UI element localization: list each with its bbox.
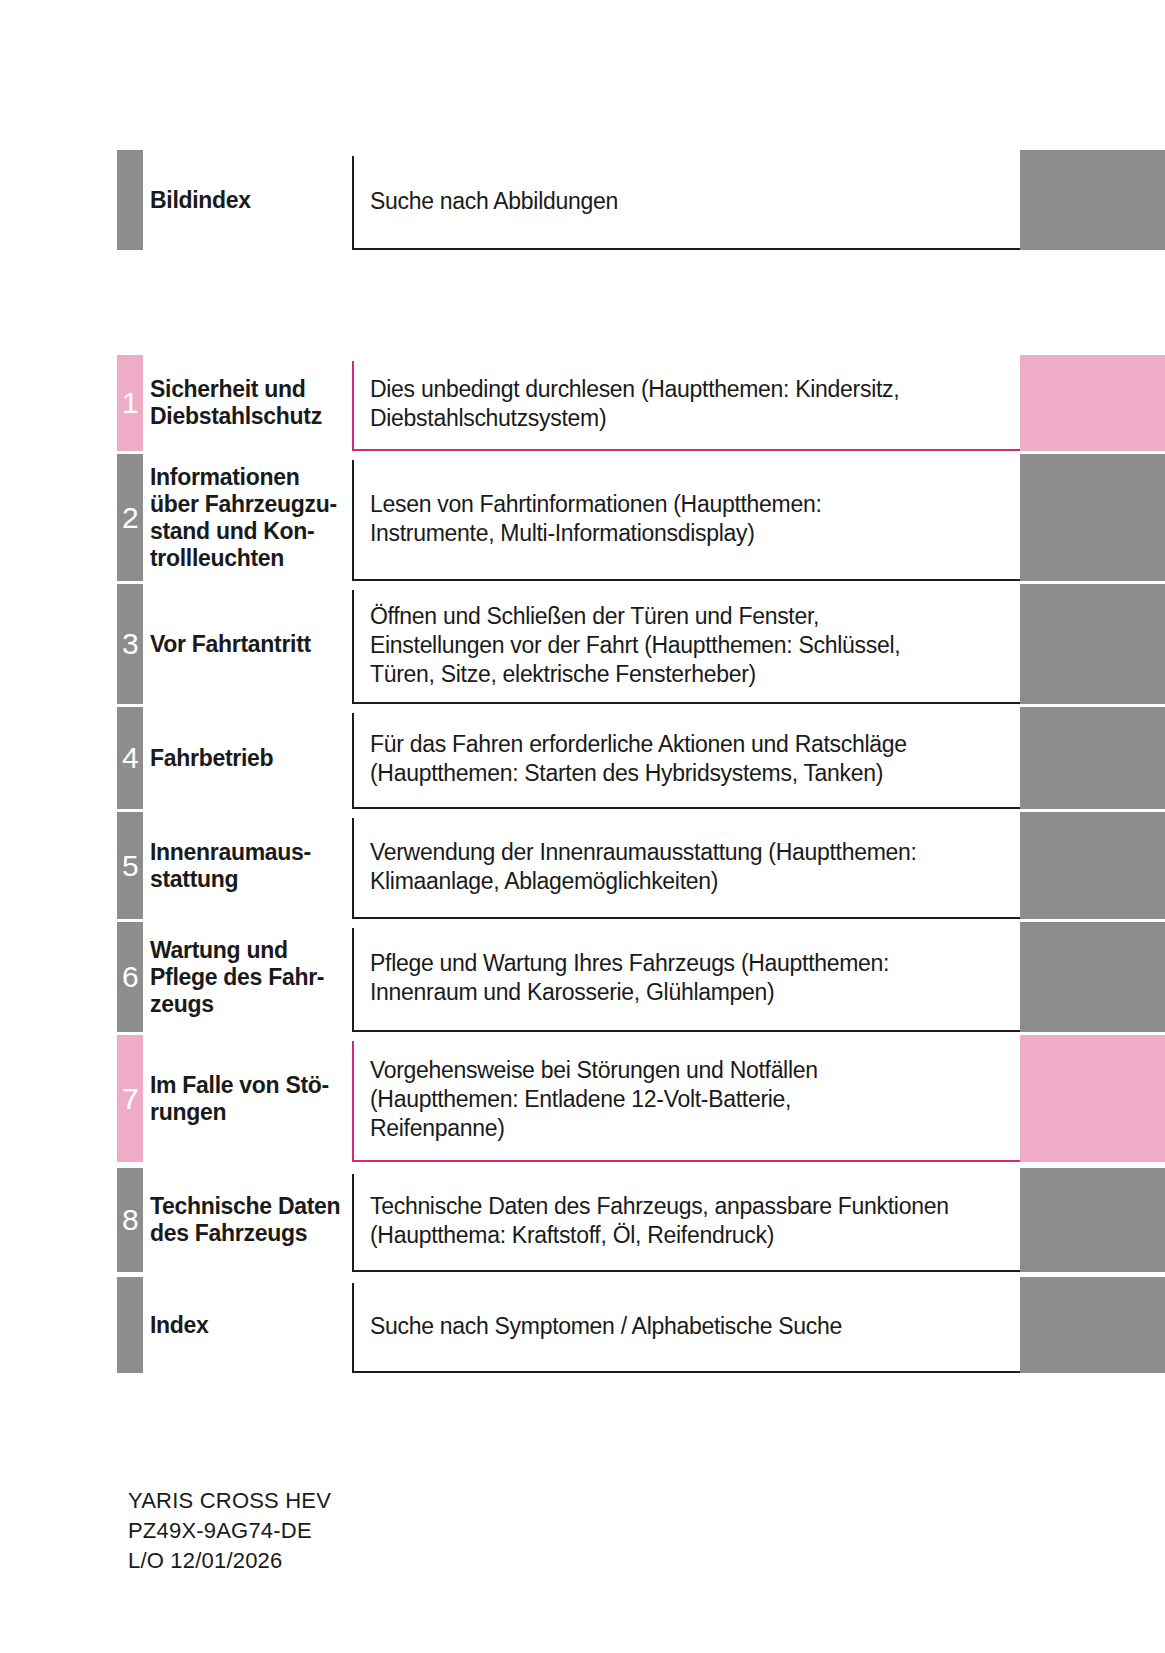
chapter-number: 3 [122,629,138,659]
chapter-number: 7 [122,1084,138,1114]
chapter-description: Pflege und Wartung Ihres Fahrzeugs (Haup… [370,949,889,1007]
chapter-description-box: Für das Fahren erforderliche Aktionen un… [352,713,1020,809]
chapter-title: Index [150,1312,345,1339]
part-number: PZ49X-9AG74-DE [128,1516,1165,1546]
toc-row-6: 6 Wartung und Pflege des Fahr- zeugs Pfl… [0,922,1165,1032]
chapter-description-box: Verwendung der Innenraumausstattung (Hau… [352,818,1020,919]
toc-row-4: 4 Fahrbetrieb Für das Fahren erforderlic… [0,707,1165,809]
chapter-title: Technische Daten des Fahrzeugs [150,1193,345,1247]
chapter-title: Fahrbetrieb [150,745,345,772]
page-edge-thumb-marker [1020,1277,1165,1373]
chapter-tab: 7 [117,1035,143,1162]
page-edge-thumb-marker [1020,454,1165,581]
chapter-description: Suche nach Abbildungen [370,187,618,216]
model-name: YARIS CROSS HEV [128,1486,1165,1516]
chapter-tab [117,150,143,250]
publication-info: YARIS CROSS HEV PZ49X-9AG74-DE L/O 12/01… [128,1486,1165,1576]
chapter-tab [117,1277,143,1373]
toc-row-3: 3 Vor Fahrtantritt Öffnen und Schließen … [0,584,1165,704]
chapter-title: Wartung und Pflege des Fahr- zeugs [150,937,345,1018]
chapter-number: 4 [122,743,138,773]
chapter-description: Technische Daten des Fahrzeugs, anpassba… [370,1192,949,1250]
chapter-number: 2 [122,503,138,533]
chapter-description-box: Dies unbedingt durchlesen (Hauptthemen: … [352,361,1020,451]
chapter-description: Dies unbedingt durchlesen (Hauptthemen: … [370,375,899,433]
toc-row-1: 1 Sicherheit und Diebstahlschutz Dies un… [0,355,1165,451]
page-edge-thumb-marker [1020,150,1165,250]
page-edge-thumb-marker [1020,1168,1165,1272]
chapter-tab: 5 [117,812,143,919]
toc-row-bildindex: Bildindex Suche nach Abbildungen [0,150,1165,250]
toc-row-index: Index Suche nach Symptomen / Alphabetisc… [0,1277,1165,1373]
chapter-title: Sicherheit und Diebstahlschutz [150,376,345,430]
chapter-description: Suche nach Symptomen / Alphabetische Suc… [370,1312,842,1341]
chapter-number: 5 [122,851,138,881]
chapter-tab: 6 [117,922,143,1032]
chapter-description-box: Lesen von Fahrtinformationen (Haupttheme… [352,460,1020,581]
chapter-number: 1 [122,388,138,418]
chapter-number: 8 [122,1205,138,1235]
layout-date: L/O 12/01/2026 [128,1546,1165,1576]
chapter-tab: 8 [117,1168,143,1272]
chapter-description: Vorgehensweise bei Störungen und Notfäll… [370,1056,818,1143]
chapter-description: Lesen von Fahrtinformationen (Haupttheme… [370,490,822,548]
chapter-description: Öffnen und Schließen der Türen und Fenst… [370,602,900,689]
chapter-description: Verwendung der Innenraumausstattung (Hau… [370,838,917,896]
page-edge-thumb-marker [1020,1035,1165,1162]
chapter-tab: 3 [117,584,143,704]
chapter-number: 6 [122,962,138,992]
chapter-description-box: Suche nach Abbildungen [352,156,1020,250]
toc-row-8: 8 Technische Daten des Fahrzeugs Technis… [0,1168,1165,1272]
chapter-title: Vor Fahrtantritt [150,631,345,658]
chapter-description-box: Suche nach Symptomen / Alphabetische Suc… [352,1283,1020,1373]
toc-row-2: 2 Informationen über Fahrzeugzu- stand u… [0,454,1165,581]
chapter-title: Im Falle von Stö- rungen [150,1072,345,1126]
page-edge-thumb-marker [1020,584,1165,704]
chapter-tab: 1 [117,355,143,451]
chapter-description-box: Pflege und Wartung Ihres Fahrzeugs (Haup… [352,928,1020,1032]
chapter-description-box: Vorgehensweise bei Störungen und Notfäll… [352,1041,1020,1162]
manual-toc-page: Bildindex Suche nach Abbildungen 1 Siche… [0,0,1165,1653]
page-edge-thumb-marker [1020,355,1165,451]
chapter-description-box: Öffnen und Schließen der Türen und Fenst… [352,590,1020,704]
page-edge-thumb-marker [1020,707,1165,809]
chapter-title: Bildindex [150,187,345,214]
table-of-contents: Bildindex Suche nach Abbildungen 1 Siche… [0,0,1165,1373]
chapter-title: Innenraumaus- stattung [150,839,345,893]
chapter-description-box: Technische Daten des Fahrzeugs, anpassba… [352,1174,1020,1272]
chapter-tab: 2 [117,454,143,581]
page-edge-thumb-marker [1020,812,1165,919]
page-edge-thumb-marker [1020,922,1165,1032]
chapter-description: Für das Fahren erforderliche Aktionen un… [370,730,907,788]
chapter-title: Informationen über Fahrzeugzu- stand und… [150,464,345,572]
toc-row-7: 7 Im Falle von Stö- rungen Vorgehensweis… [0,1035,1165,1162]
toc-row-5: 5 Innenraumaus- stattung Verwendung der … [0,812,1165,919]
chapter-tab: 4 [117,707,143,809]
